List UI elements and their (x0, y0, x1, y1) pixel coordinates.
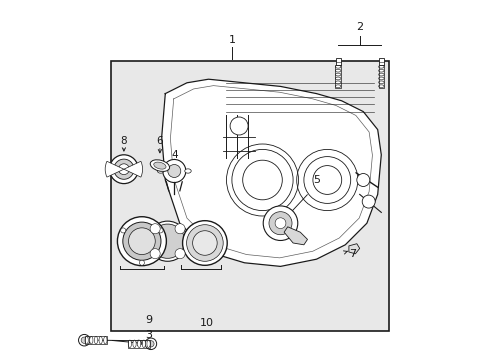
Text: 1: 1 (228, 35, 235, 45)
Ellipse shape (142, 340, 145, 347)
Text: 9: 9 (145, 315, 152, 325)
Ellipse shape (153, 162, 166, 169)
Circle shape (192, 231, 217, 255)
Circle shape (150, 249, 160, 259)
Text: 4: 4 (171, 150, 177, 160)
Ellipse shape (89, 337, 93, 344)
Circle shape (182, 221, 227, 265)
Ellipse shape (137, 340, 141, 347)
Circle shape (362, 195, 374, 208)
Bar (335, 58, 340, 65)
Bar (128, 340, 150, 347)
Circle shape (175, 224, 185, 234)
Circle shape (150, 224, 160, 234)
Ellipse shape (335, 73, 340, 76)
Wedge shape (105, 161, 123, 177)
Ellipse shape (335, 85, 340, 87)
Polygon shape (348, 244, 359, 254)
Text: 2: 2 (355, 22, 363, 32)
Ellipse shape (335, 81, 340, 84)
Circle shape (121, 228, 125, 233)
Text: 3: 3 (145, 330, 152, 340)
Circle shape (145, 338, 156, 350)
Text: 7: 7 (348, 249, 355, 259)
Bar (378, 58, 383, 65)
Ellipse shape (103, 337, 107, 344)
Ellipse shape (157, 169, 163, 173)
Circle shape (117, 217, 166, 266)
Ellipse shape (94, 337, 98, 344)
Ellipse shape (146, 340, 150, 347)
Circle shape (230, 117, 247, 135)
Ellipse shape (378, 73, 383, 76)
Ellipse shape (150, 160, 169, 171)
Ellipse shape (133, 340, 136, 347)
Circle shape (79, 334, 90, 346)
Circle shape (167, 165, 181, 177)
Ellipse shape (378, 69, 383, 72)
Bar (85, 337, 107, 344)
Circle shape (128, 228, 155, 255)
Ellipse shape (378, 66, 383, 68)
Ellipse shape (378, 85, 383, 87)
Polygon shape (162, 79, 381, 266)
Wedge shape (123, 161, 142, 177)
Ellipse shape (99, 337, 102, 344)
Polygon shape (150, 224, 183, 258)
Bar (111, 61, 387, 331)
Ellipse shape (184, 169, 191, 173)
Circle shape (109, 155, 138, 184)
Ellipse shape (335, 66, 340, 68)
Ellipse shape (378, 81, 383, 84)
Circle shape (268, 212, 291, 235)
Circle shape (158, 228, 163, 233)
Ellipse shape (128, 340, 131, 347)
Text: 5: 5 (312, 175, 319, 185)
Bar (335, 65, 340, 88)
Circle shape (139, 260, 144, 265)
Circle shape (147, 341, 154, 347)
Circle shape (163, 159, 185, 183)
Text: 8: 8 (121, 136, 127, 146)
Circle shape (175, 249, 185, 259)
Bar (378, 65, 383, 88)
Circle shape (114, 159, 134, 179)
Ellipse shape (378, 77, 383, 80)
Text: 10: 10 (199, 318, 213, 328)
Circle shape (81, 337, 87, 343)
Circle shape (122, 222, 161, 260)
Circle shape (147, 221, 187, 261)
Circle shape (356, 174, 369, 186)
Circle shape (263, 206, 297, 240)
Ellipse shape (335, 77, 340, 80)
Text: 6: 6 (156, 136, 163, 146)
Circle shape (275, 218, 285, 229)
Circle shape (186, 225, 223, 261)
Ellipse shape (85, 337, 88, 344)
Circle shape (118, 164, 129, 175)
Ellipse shape (335, 69, 340, 72)
Polygon shape (284, 227, 307, 245)
